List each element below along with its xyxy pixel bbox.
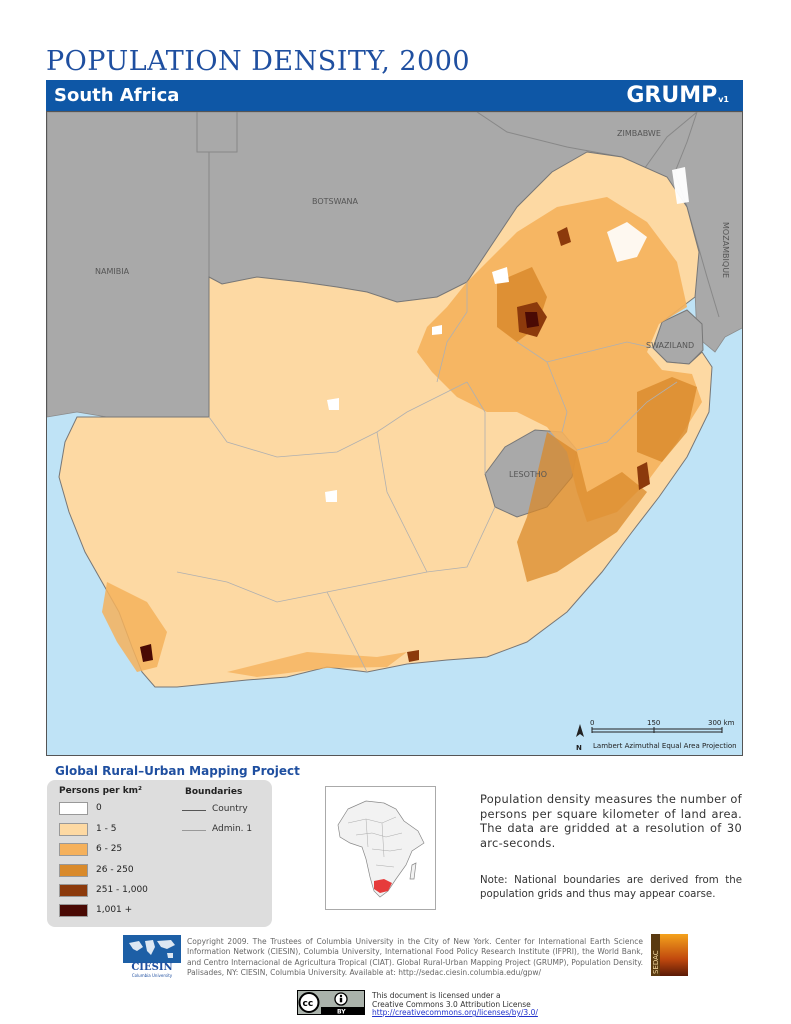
admin1-line-sample [182, 830, 206, 831]
legend-class-label: 1,001 + [96, 905, 133, 915]
sedac-text: SEDAC [652, 950, 660, 974]
africa-locator-map [325, 786, 436, 910]
admin1-boundaries [176, 282, 678, 673]
label-zimbabwe: ZIMBABWE [617, 129, 661, 138]
scale-tick-300: 300 km [708, 719, 735, 727]
country-line-sample [182, 810, 206, 811]
projection-label: Lambert Azimuthal Equal Area Projection [593, 742, 737, 750]
cc-badge[interactable]: cc BY [297, 990, 365, 1015]
svg-text:cc: cc [303, 999, 314, 1009]
grump-logo-text: GRUMP [626, 83, 718, 108]
zimbabwe-border [476, 112, 698, 173]
north-label: N [576, 744, 582, 752]
ciesin-logo [123, 935, 181, 977]
locator-canvas [337, 800, 425, 898]
map-canvas: NAMIBIA BOTSWANA ZIMBABWE MOZAMBIQUE SWA… [47, 112, 742, 752]
legend-swatch [59, 802, 88, 815]
legend-panel: Persons per km² Boundaries 0 1 - 5 6 - 2… [47, 780, 272, 927]
country-subtitle: South Africa [54, 85, 180, 106]
cc-by-label: BY [337, 1008, 346, 1015]
legend-class-label: 6 - 25 [96, 844, 123, 854]
boundaries-heading: Boundaries [185, 787, 243, 797]
legend-swatch [59, 823, 88, 836]
population-density-map: NAMIBIA BOTSWANA ZIMBABWE MOZAMBIQUE SWA… [46, 111, 743, 756]
label-namibia: NAMIBIA [95, 267, 130, 276]
description-text: Population density measures the number o… [480, 792, 742, 850]
license-line-2: Creative Commons 3.0 Attribution License [372, 999, 531, 1009]
ciesin-subtitle: Columbia University [131, 973, 173, 978]
south-africa-highlight [374, 879, 392, 893]
label-lesotho: LESOTHO [509, 470, 547, 479]
license-text: This document is licensed under a Creati… [372, 991, 538, 1018]
legend-heading: Persons per km² [59, 786, 142, 796]
north-arrow: N [576, 724, 584, 752]
legend-class-label: 26 - 250 [96, 865, 134, 875]
legend-class-label: 251 - 1,000 [96, 885, 148, 895]
legend-class-label: 0 [96, 803, 102, 813]
legend-swatch [59, 864, 88, 877]
note-text: Note: National boundaries are derived fr… [480, 875, 742, 900]
grump-logo: GRUMPv1 [626, 83, 729, 108]
title-banner: South Africa GRUMPv1 [46, 80, 743, 111]
label-mozambique: MOZAMBIQUE [721, 222, 730, 278]
sedac-emblem: SEDAC [651, 934, 688, 976]
legend-swatch [59, 843, 88, 856]
license-line-1: This document is licensed under a [372, 991, 501, 1000]
cc-by-icon: cc BY [297, 990, 365, 1015]
africa-outline [337, 800, 425, 898]
world-map-icon [123, 935, 181, 963]
scale-tick-0: 0 [590, 719, 594, 727]
madagascar-shape [409, 862, 417, 880]
ciesin-name: CIESIN [131, 962, 173, 973]
label-swaziland: SWAZILAND [646, 341, 694, 350]
legend-boundary-label: Country [212, 804, 248, 814]
project-name: Global Rural–Urban Mapping Project [55, 764, 300, 778]
sedac-logo: SEDAC [651, 934, 688, 976]
legend-swatch [59, 884, 88, 897]
legend-swatch [59, 904, 88, 917]
label-botswana: BOTSWANA [312, 197, 359, 206]
copyright-text: Copyright 2009. The Trustees of Columbia… [187, 937, 643, 977]
legend-boundary-label: Admin. 1 [212, 824, 253, 834]
namibia-botswana-border [196, 112, 238, 277]
legend-class-label: 1 - 5 [96, 824, 117, 834]
scale-tick-150: 150 [647, 719, 660, 727]
scale-bar: 0 150 300 km Lambert Azimuthal Equal Are… [590, 719, 737, 750]
africa-borders [347, 816, 403, 868]
license-link[interactable]: http://creativecommons.org/licenses/by/3… [372, 1008, 538, 1017]
grump-logo-version: v1 [718, 95, 729, 104]
map-title: POPULATION DENSITY, 2000 [46, 46, 471, 77]
